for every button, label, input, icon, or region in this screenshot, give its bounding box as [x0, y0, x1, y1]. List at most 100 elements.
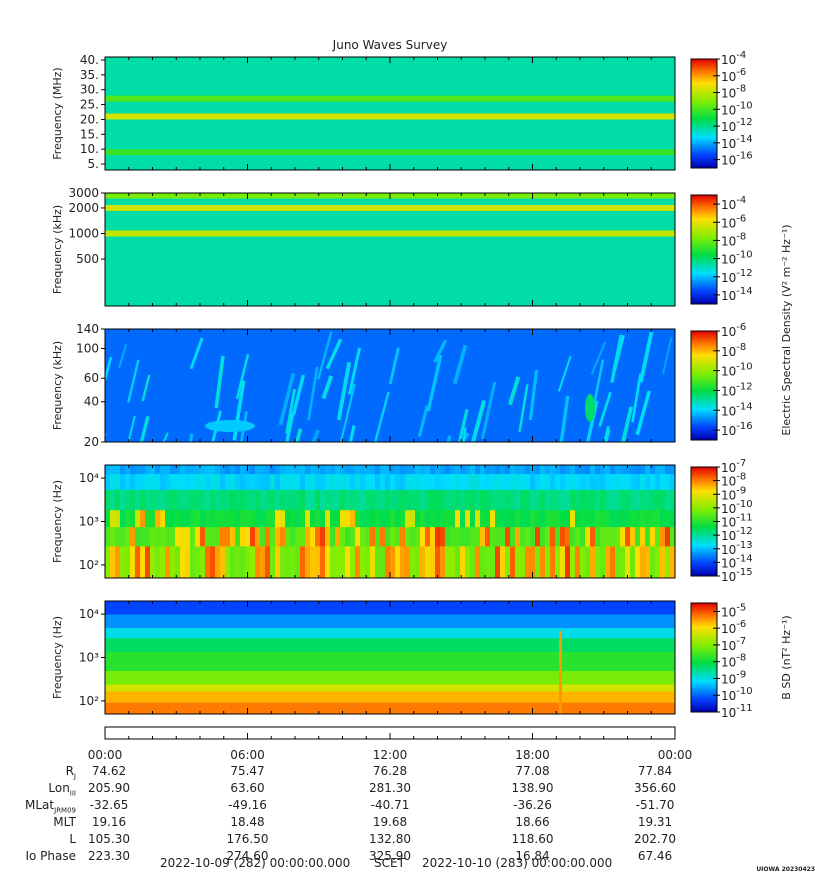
- spectral-cell: [290, 474, 296, 491]
- spectral-cell: [380, 465, 386, 475]
- spectral-cell: [115, 527, 121, 547]
- spectral-cell: [360, 489, 366, 511]
- burst-streak: [457, 409, 469, 442]
- spectral-cell: [480, 465, 486, 475]
- burst-streak: [105, 356, 113, 381]
- spectral-cell: [275, 546, 281, 578]
- spectral-band: [105, 614, 675, 629]
- spectral-cell: [630, 474, 636, 491]
- spectral-cell: [405, 474, 411, 491]
- spectral-cell: [195, 465, 201, 475]
- spectral-cell: [395, 465, 401, 475]
- spectral-cell: [280, 510, 286, 528]
- y-tick-label: 30.: [80, 83, 99, 97]
- spectral-cell: [215, 527, 221, 547]
- spectral-cell: [600, 546, 606, 578]
- spectral-cell: [225, 546, 231, 578]
- emission-band: [105, 149, 675, 156]
- spectral-cell: [450, 465, 456, 475]
- spectral-cell: [140, 510, 146, 528]
- spectral-cell: [110, 489, 116, 511]
- spectral-cell: [500, 510, 506, 528]
- spectrogram-panel-4: [105, 465, 675, 578]
- spectral-cell: [355, 465, 361, 475]
- spectral-cell: [560, 465, 566, 475]
- spectral-cell: [660, 474, 666, 491]
- spectral-cell: [215, 465, 221, 475]
- colorbar-gradient: [690, 58, 718, 169]
- spectral-cell: [350, 474, 356, 491]
- spectral-cell: [540, 474, 546, 491]
- spectral-cell: [225, 527, 231, 547]
- spectral-cell: [135, 465, 141, 475]
- spectral-cell: [145, 527, 151, 547]
- spectral-cell: [405, 465, 411, 475]
- spectral-band: [105, 684, 675, 692]
- spectral-cell: [365, 527, 371, 547]
- colorbar-tick-label: 10-4: [721, 195, 746, 212]
- spectral-cell: [625, 465, 631, 475]
- spectral-cell: [180, 489, 186, 511]
- spectral-cell: [535, 489, 541, 511]
- spectral-cell: [295, 465, 301, 475]
- spectral-cell: [285, 527, 291, 547]
- spectral-cell: [440, 474, 446, 491]
- spectral-cell: [325, 465, 331, 475]
- burst-streak: [585, 400, 599, 442]
- spectral-cell: [270, 546, 276, 578]
- spectral-cell: [655, 474, 661, 491]
- spectral-cell: [630, 489, 636, 511]
- colorbar-tick-label: 10-8: [721, 342, 746, 359]
- y-tick-label: 10⁴: [79, 471, 99, 485]
- spectral-cell: [435, 474, 441, 491]
- colorbar-label: Electric Spectral Density (V² m⁻² Hz⁻¹): [780, 224, 793, 435]
- spectral-cell: [140, 546, 146, 578]
- burst-streak: [518, 384, 529, 433]
- spectral-cell: [500, 489, 506, 511]
- spectral-cell: [375, 546, 381, 578]
- spectral-cell: [445, 510, 451, 528]
- spectral-cell: [320, 527, 326, 547]
- spectral-cell: [465, 546, 471, 578]
- spectral-cell: [475, 489, 481, 511]
- spectral-cell: [220, 546, 226, 578]
- spectral-cell: [265, 489, 271, 511]
- y-axis-label: Frequency (MHz): [51, 67, 64, 159]
- spectral-cell: [330, 474, 336, 491]
- spectral-cell: [125, 474, 131, 491]
- colorbar-gradient: [690, 194, 718, 305]
- spectral-cell: [170, 546, 176, 578]
- spectral-cell: [220, 465, 226, 475]
- spectral-cell: [605, 510, 611, 528]
- spectral-cell: [315, 546, 321, 578]
- spectral-cell: [615, 489, 621, 511]
- spectral-cell: [395, 546, 401, 578]
- spectral-cell: [310, 489, 316, 511]
- spectral-cell: [360, 474, 366, 491]
- y-tick-label: 10²: [79, 694, 99, 708]
- spectral-cell: [480, 489, 486, 511]
- burst-streak: [285, 413, 295, 442]
- spectral-cell: [340, 527, 346, 547]
- spectral-cell: [420, 510, 426, 528]
- spectral-cell: [400, 510, 406, 528]
- spectral-cell: [565, 546, 571, 578]
- spectral-cell: [575, 465, 581, 475]
- spectral-cell: [160, 546, 166, 578]
- spectral-cell: [495, 510, 501, 528]
- spectral-cell: [205, 474, 211, 491]
- spectral-cell: [550, 527, 556, 547]
- spectral-cell: [345, 527, 351, 547]
- colorbar-tick-label: 10-7: [721, 636, 746, 653]
- spectral-cell: [280, 546, 286, 578]
- spectral-cell: [355, 546, 361, 578]
- spectral-cell: [325, 489, 331, 511]
- burst-streak: [452, 344, 468, 385]
- spectral-cell: [335, 510, 341, 528]
- spectral-cell: [615, 546, 621, 578]
- spectral-cell: [460, 465, 466, 475]
- spectral-cell: [220, 489, 226, 511]
- y-tick-label: 20.: [80, 112, 99, 126]
- spectral-cell: [555, 474, 561, 491]
- colorbar-tick-label: 10-9: [721, 669, 746, 686]
